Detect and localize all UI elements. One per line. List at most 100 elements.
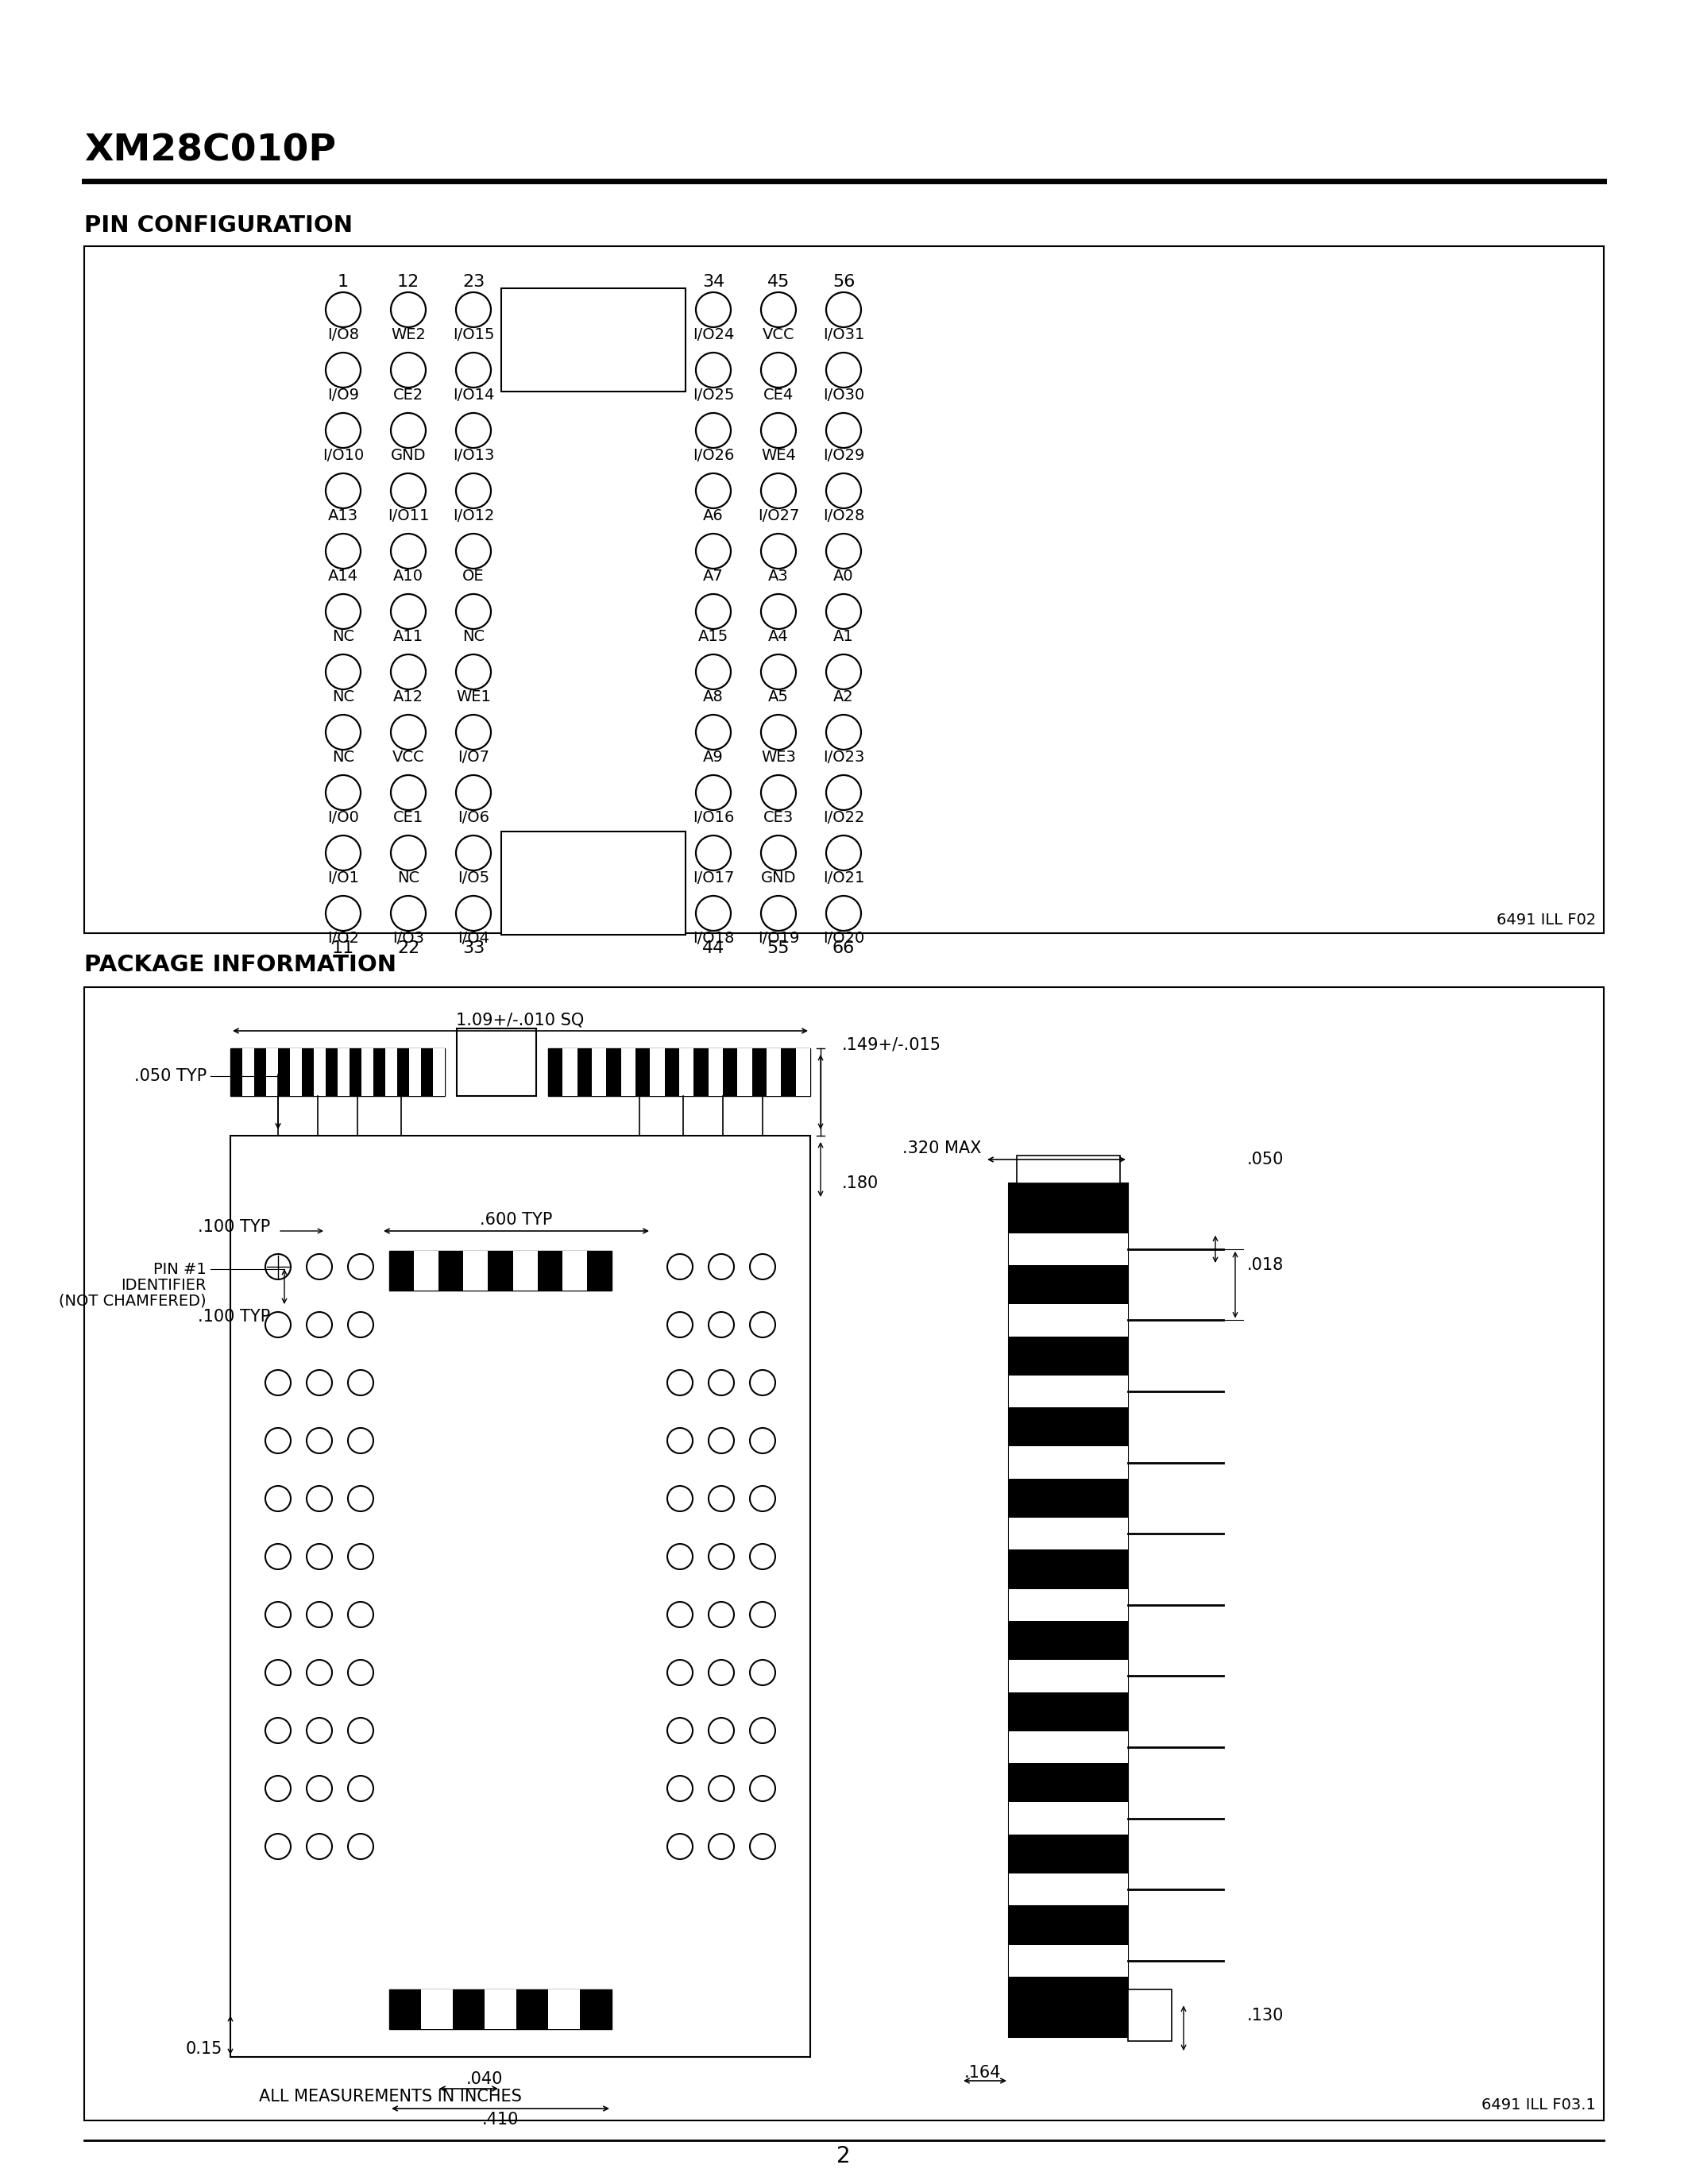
Bar	[1009, 1518, 1128, 1551]
Bar	[549, 1990, 581, 2029]
Text: A14: A14	[327, 568, 358, 583]
Text: I/O1: I/O1	[327, 869, 360, 885]
Text: .100 TYP: .100 TYP	[197, 1308, 270, 1326]
Text: A3: A3	[768, 568, 788, 583]
Text: I/O14: I/O14	[452, 387, 495, 402]
Text: A5: A5	[768, 688, 788, 703]
Bar	[390, 1990, 611, 2029]
Text: I/O8: I/O8	[327, 328, 360, 343]
Text: 1.09+/-.010 SQ: 1.09+/-.010 SQ	[456, 1011, 584, 1029]
Text: 6491 ILL F03.1: 6491 ILL F03.1	[1482, 2097, 1595, 2112]
Text: I/O26: I/O26	[692, 448, 734, 463]
Text: 11: 11	[333, 941, 354, 957]
Text: I/O10: I/O10	[322, 448, 365, 463]
Text: I/O31: I/O31	[822, 328, 864, 343]
Text: VCC: VCC	[763, 328, 795, 343]
Text: A12: A12	[393, 688, 424, 703]
Text: 0.15: 0.15	[186, 2042, 223, 2057]
Bar	[1009, 1944, 1128, 1977]
Text: IDENTIFIER: IDENTIFIER	[122, 1278, 206, 1293]
Bar	[562, 1048, 577, 1096]
Text: 23: 23	[463, 273, 484, 290]
Text: A7: A7	[704, 568, 724, 583]
Text: NC: NC	[333, 749, 354, 764]
Bar	[766, 1048, 782, 1096]
Bar	[501, 288, 685, 391]
Bar	[361, 1048, 373, 1096]
Text: 2: 2	[837, 2145, 851, 2167]
Bar	[1009, 1184, 1128, 2038]
Text: WE4: WE4	[761, 448, 797, 463]
Bar	[1009, 1446, 1128, 1479]
Bar	[592, 1048, 606, 1096]
Text: .050 TYP: .050 TYP	[133, 1068, 206, 1083]
Text: I/O24: I/O24	[692, 328, 734, 343]
Text: I/O28: I/O28	[822, 509, 864, 522]
Text: I/O9: I/O9	[327, 387, 360, 402]
Bar	[484, 1990, 517, 2029]
Text: I/O25: I/O25	[692, 387, 734, 402]
Bar	[513, 1251, 537, 1291]
Text: A0: A0	[834, 568, 854, 583]
Text: I/O20: I/O20	[822, 930, 864, 946]
Text: 56: 56	[832, 273, 854, 290]
Text: CE2: CE2	[393, 387, 424, 402]
Text: I/O4: I/O4	[457, 930, 490, 946]
Bar	[420, 1990, 452, 2029]
Text: (NOT CHAMFERED): (NOT CHAMFERED)	[59, 1293, 206, 1308]
Text: NC: NC	[333, 629, 354, 644]
Text: I/O30: I/O30	[822, 387, 864, 402]
Text: PACKAGE INFORMATION: PACKAGE INFORMATION	[84, 954, 397, 976]
Bar	[501, 832, 685, 935]
Text: .180: .180	[842, 1175, 879, 1190]
Text: A11: A11	[393, 629, 424, 644]
Text: .164: .164	[964, 2064, 1001, 2081]
Bar	[1009, 1590, 1128, 1621]
Bar	[243, 1048, 255, 1096]
Text: XM28C010P: XM28C010P	[84, 133, 336, 168]
Bar	[414, 1251, 439, 1291]
Text: A9: A9	[704, 749, 724, 764]
Text: OE: OE	[463, 568, 484, 583]
Text: .600 TYP: .600 TYP	[479, 1212, 552, 1227]
Text: PIN CONFIGURATION: PIN CONFIGURATION	[84, 214, 353, 236]
Text: 22: 22	[397, 941, 420, 957]
Text: I/O2: I/O2	[327, 930, 360, 946]
Text: .018: .018	[1247, 1258, 1285, 1273]
Text: 55: 55	[766, 941, 790, 957]
Text: 33: 33	[463, 941, 484, 957]
Bar	[314, 1048, 326, 1096]
Bar	[267, 1048, 279, 1096]
Text: A4: A4	[768, 629, 788, 644]
Text: I/O17: I/O17	[692, 869, 734, 885]
Text: I/O13: I/O13	[452, 448, 495, 463]
Text: .040: .040	[466, 2070, 503, 2088]
Text: WE2: WE2	[392, 328, 425, 343]
Text: NC: NC	[463, 629, 484, 644]
Bar	[1009, 1874, 1128, 1904]
Text: I/O27: I/O27	[758, 509, 800, 522]
Bar	[230, 1136, 810, 2057]
Text: A10: A10	[393, 568, 424, 583]
Text: WE1: WE1	[456, 688, 491, 703]
Bar	[432, 1048, 446, 1096]
Text: .050: .050	[1247, 1151, 1285, 1168]
Text: .320 MAX: .320 MAX	[901, 1140, 981, 1155]
Text: A8: A8	[704, 688, 724, 703]
Text: I/O5: I/O5	[457, 869, 490, 885]
Text: NC: NC	[397, 869, 419, 885]
Text: I/O23: I/O23	[822, 749, 864, 764]
Text: 44: 44	[702, 941, 724, 957]
Text: I/O22: I/O22	[822, 810, 864, 826]
Text: VCC: VCC	[392, 749, 424, 764]
Bar	[1128, 1990, 1171, 2042]
Text: A2: A2	[834, 688, 854, 703]
Text: .149+/-.015: .149+/-.015	[842, 1037, 942, 1053]
Bar	[679, 1048, 694, 1096]
Bar	[84, 247, 1604, 933]
Text: WE3: WE3	[761, 749, 797, 764]
Text: 12: 12	[397, 273, 420, 290]
Text: I/O0: I/O0	[327, 810, 360, 826]
Text: GND: GND	[761, 869, 797, 885]
Text: I/O6: I/O6	[457, 810, 490, 826]
